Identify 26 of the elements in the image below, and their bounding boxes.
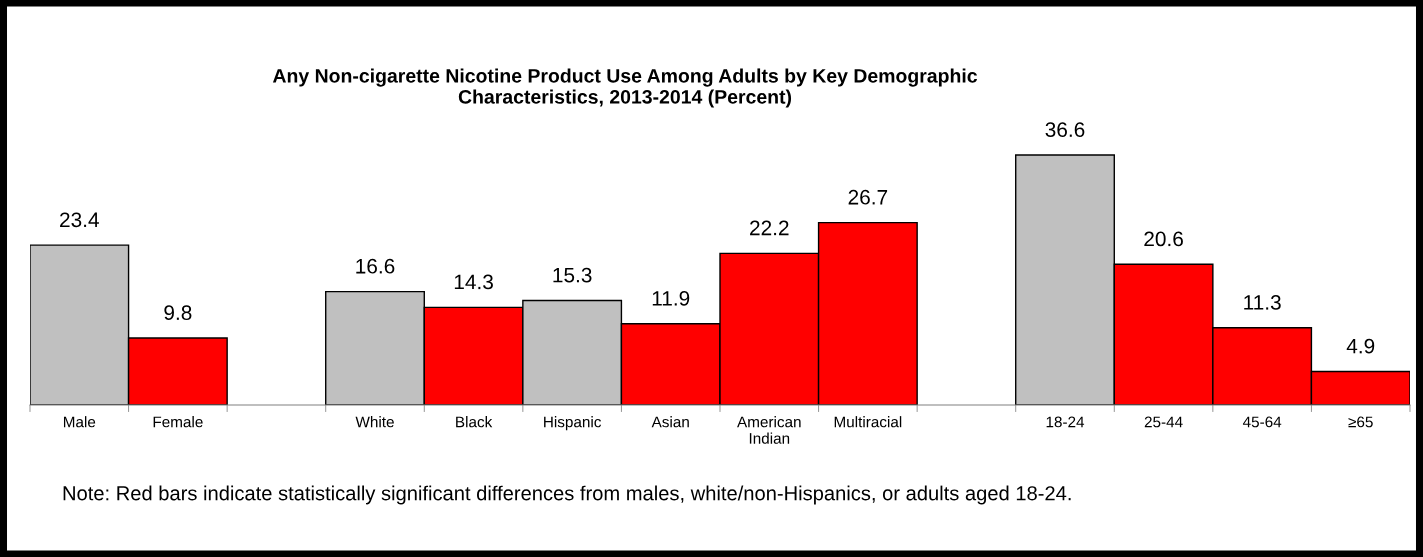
x-tick-label: Hispanic	[544, 416, 602, 431]
data-label: 36.6	[1045, 122, 1085, 137]
data-label: 26.7	[848, 189, 888, 205]
x-tick-label: 18-24	[1046, 416, 1085, 428]
data-label: 11.9	[652, 290, 690, 306]
x-tick-label: Male	[63, 416, 96, 428]
x-tick-label: White	[355, 416, 394, 428]
data-label: 20.6	[1144, 231, 1183, 247]
data-label: 15.3	[553, 267, 592, 283]
x-tick-label: 45-64	[1242, 416, 1282, 428]
data-label: 4.9	[1346, 338, 1375, 354]
x-tick-label: Multiracial	[834, 416, 902, 428]
data-label: 11.3	[1244, 295, 1281, 310]
chart-title: Any Non-cigarette Nicotine Product Use Among Adults by Key Demographic Characteristics, 2013-2014 (Percent)	[272, 68, 978, 108]
text: Note: Red bars indicate statistically significant differences from males, white/non-Hispanics, or adults aged 18-24.	[63, 485, 1071, 505]
x-tick-label: American Indian	[737, 416, 801, 444]
data-label: 16.6	[356, 258, 395, 274]
x-tick-label: 25-44	[1144, 416, 1183, 428]
data-label: 22.2	[750, 220, 789, 236]
data-label: 23.4	[60, 212, 99, 228]
x-tick-label: Asian	[651, 416, 689, 428]
x-tick-label: Black	[456, 416, 493, 428]
x-tick-label: ≥65	[1348, 416, 1373, 428]
data-label: 14.3	[454, 274, 493, 290]
data-label: 9.8	[164, 305, 192, 321]
x-tick-label: Female	[153, 416, 203, 428]
